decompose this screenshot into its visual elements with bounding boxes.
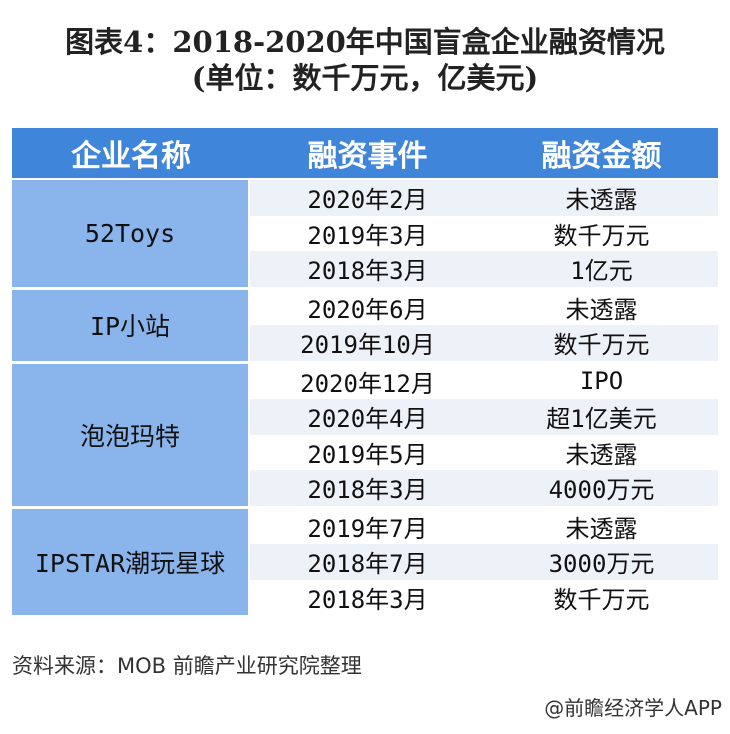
company-group: IPSTAR潮玩星球 2019年7月 未透露 2018年7月 3000万元 2018年3月…	[12, 508, 718, 616]
amount: 未透露	[565, 186, 638, 215]
amount: 3000万元	[548, 550, 655, 579]
amount: 未透露	[565, 295, 638, 324]
table-row: 2020年4月 超1亿美元	[250, 399, 718, 435]
company-name: 泡泡玛特	[12, 363, 248, 506]
company-name: 52Toys	[12, 180, 248, 287]
figure-title: 图表4：2018-2020年中国盲盒企业融资情况	[65, 25, 665, 59]
amount: IPO	[579, 367, 624, 396]
table-row: 2019年10月 数千万元	[250, 325, 718, 361]
table-row: 2019年5月 未透露	[250, 435, 718, 471]
amount: 4000万元	[548, 476, 655, 505]
amount: 超1亿美元	[546, 405, 657, 434]
table-row: 2018年3月 1亿元	[250, 251, 718, 287]
event-date: 2019年10月	[300, 331, 435, 360]
event-date: 2020年4月	[307, 405, 428, 434]
amount: 未透露	[565, 514, 638, 543]
table-row: 2020年12月 IPO	[250, 364, 718, 400]
header-company: 企业名称	[71, 139, 191, 174]
event-date: 2018年3月	[307, 257, 428, 286]
table-row: 2018年3月 数千万元	[250, 580, 718, 616]
source-note: 资料来源：MOB 前瞻产业研究院整理	[12, 654, 362, 678]
event-date: 2020年12月	[300, 369, 435, 398]
table-row: 2020年6月 未透露	[250, 290, 718, 326]
header-amount: 融资金额	[541, 139, 662, 174]
amount: 未透露	[565, 440, 638, 469]
event-date: 2019年3月	[307, 221, 428, 250]
event-date: 2018年3月	[307, 476, 428, 505]
amount: 数千万元	[553, 585, 650, 614]
amount: 数千万元	[553, 221, 650, 250]
company-group: IP小站 2020年6月 未透露 2019年10月 数千万元	[12, 289, 718, 361]
company-group: 52Toys 2020年2月 未透露 2019年3月 数千万元 2018年3月 1亿元	[12, 180, 718, 287]
credit-watermark: @前瞻经济学人APP	[544, 696, 722, 720]
table-row: 2019年7月 未透露	[250, 509, 718, 545]
event-date: 2018年7月	[307, 550, 428, 579]
event-date: 2018年3月	[307, 585, 428, 614]
company-group: 泡泡玛特 2020年12月 IPO 2020年4月 超1亿美元 2019年5月 未透露 201…	[12, 363, 718, 506]
amount: 数千万元	[553, 331, 650, 360]
table-row: 2018年3月 4000万元	[250, 470, 718, 506]
figure-subtitle: (单位：数千万元，亿美元)	[191, 61, 539, 95]
table-row: 2018年7月 3000万元	[250, 544, 718, 580]
event-date: 2019年5月	[307, 440, 428, 469]
amount: 1亿元	[570, 257, 633, 286]
header-event: 融资事件	[307, 139, 428, 174]
company-name: IP小站	[12, 289, 248, 361]
company-name: IPSTAR潮玩星球	[12, 508, 248, 615]
table-row: 2019年3月 数千万元	[250, 216, 718, 252]
event-date: 2020年2月	[307, 186, 428, 215]
table-row: 2020年2月 未透露	[250, 180, 718, 216]
table-header: 企业名称 融资事件 融资金额	[12, 128, 718, 178]
financing-table: 企业名称 融资事件 融资金额 52Toys 2020年2月 未透露 2019年3月 数千…	[12, 128, 718, 618]
event-date: 2020年6月	[307, 295, 428, 324]
event-date: 2019年7月	[307, 514, 428, 543]
